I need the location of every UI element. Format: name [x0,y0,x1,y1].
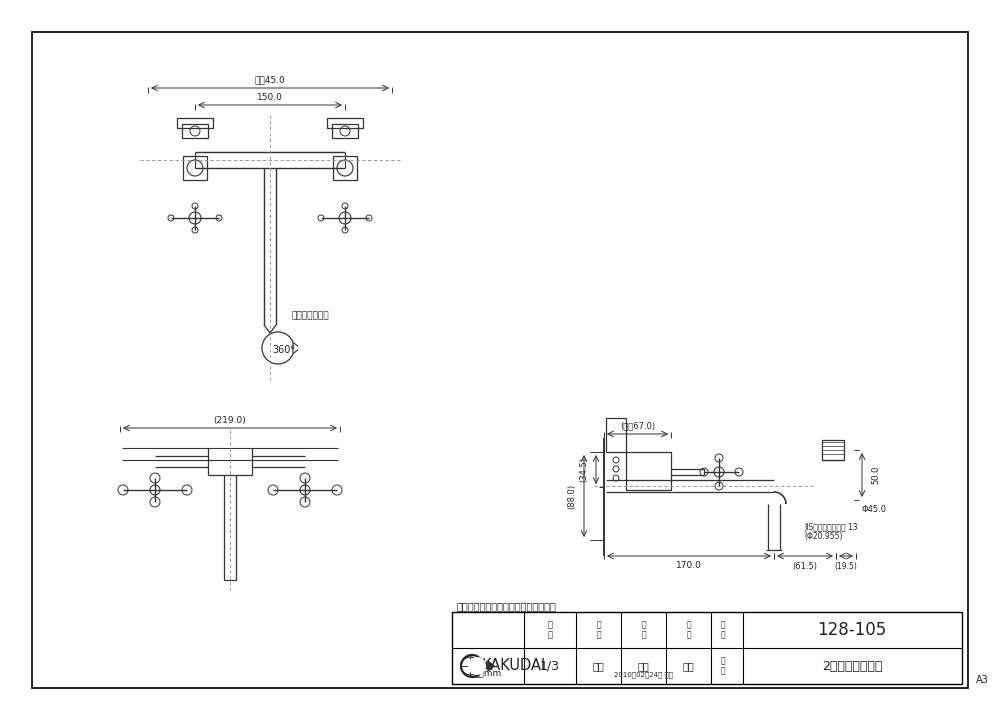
Text: (88.0): (88.0) [568,484,576,508]
Circle shape [468,657,486,675]
Text: 前川: 前川 [593,661,604,671]
Text: 検
図: 検 図 [641,621,646,640]
Text: 櫫田: 櫫田 [683,661,694,671]
Text: (最大67.0): (最大67.0) [620,421,655,431]
Bar [452,612,962,684]
Text: Φ45.0: Φ45.0 [862,505,887,515]
Text: (34.5): (34.5) [580,457,588,482]
Text: 360°: 360° [272,345,296,355]
Text: KAKUDAI: KAKUDAI [482,659,546,674]
Bar [822,440,844,460]
Bar [626,452,671,490]
Text: 2010年02月24日 作成: 2010年02月24日 作成 [614,671,672,678]
Text: 注：（　）内寸法は参考寸法である。: 注：（ ）内寸法は参考寸法である。 [457,601,557,611]
Text: 2ハンドル混合栓: 2ハンドル混合栓 [822,659,882,673]
Bar [332,124,358,138]
Text: 170.0: 170.0 [676,561,702,570]
Text: (Φ20.955): (Φ20.955) [804,532,842,542]
Text: (219.0): (219.0) [214,416,246,424]
Text: 1/3: 1/3 [540,659,560,673]
Text: 品
番: 品 番 [721,621,725,640]
Text: 尺
度: 尺 度 [548,621,552,640]
Text: 古川: 古川 [638,661,649,671]
Text: 150.0: 150.0 [257,92,283,102]
Text: (19.5): (19.5) [835,561,857,570]
Bar [327,118,363,128]
Bar [177,118,213,128]
Text: 吐水口回転角度: 吐水口回転角度 [292,311,330,321]
Text: 128-105: 128-105 [817,621,887,639]
Text: 単位mm: 単位mm [474,669,502,678]
Text: 最大45.0: 最大45.0 [255,76,285,85]
Bar [183,156,207,180]
FancyArrow shape [480,661,494,671]
Text: 製
図: 製 図 [596,621,601,640]
Text: JIS給水管接続ねじ 13: JIS給水管接続ねじ 13 [804,522,858,532]
Bar [333,156,357,180]
Bar [606,418,626,452]
Text: 承
認: 承 認 [686,621,691,640]
Text: 品
名: 品 名 [721,657,725,676]
Bar [182,124,208,138]
Text: (61.5): (61.5) [792,561,818,570]
Text: A3: A3 [976,675,989,685]
Text: 50.0: 50.0 [872,466,881,484]
